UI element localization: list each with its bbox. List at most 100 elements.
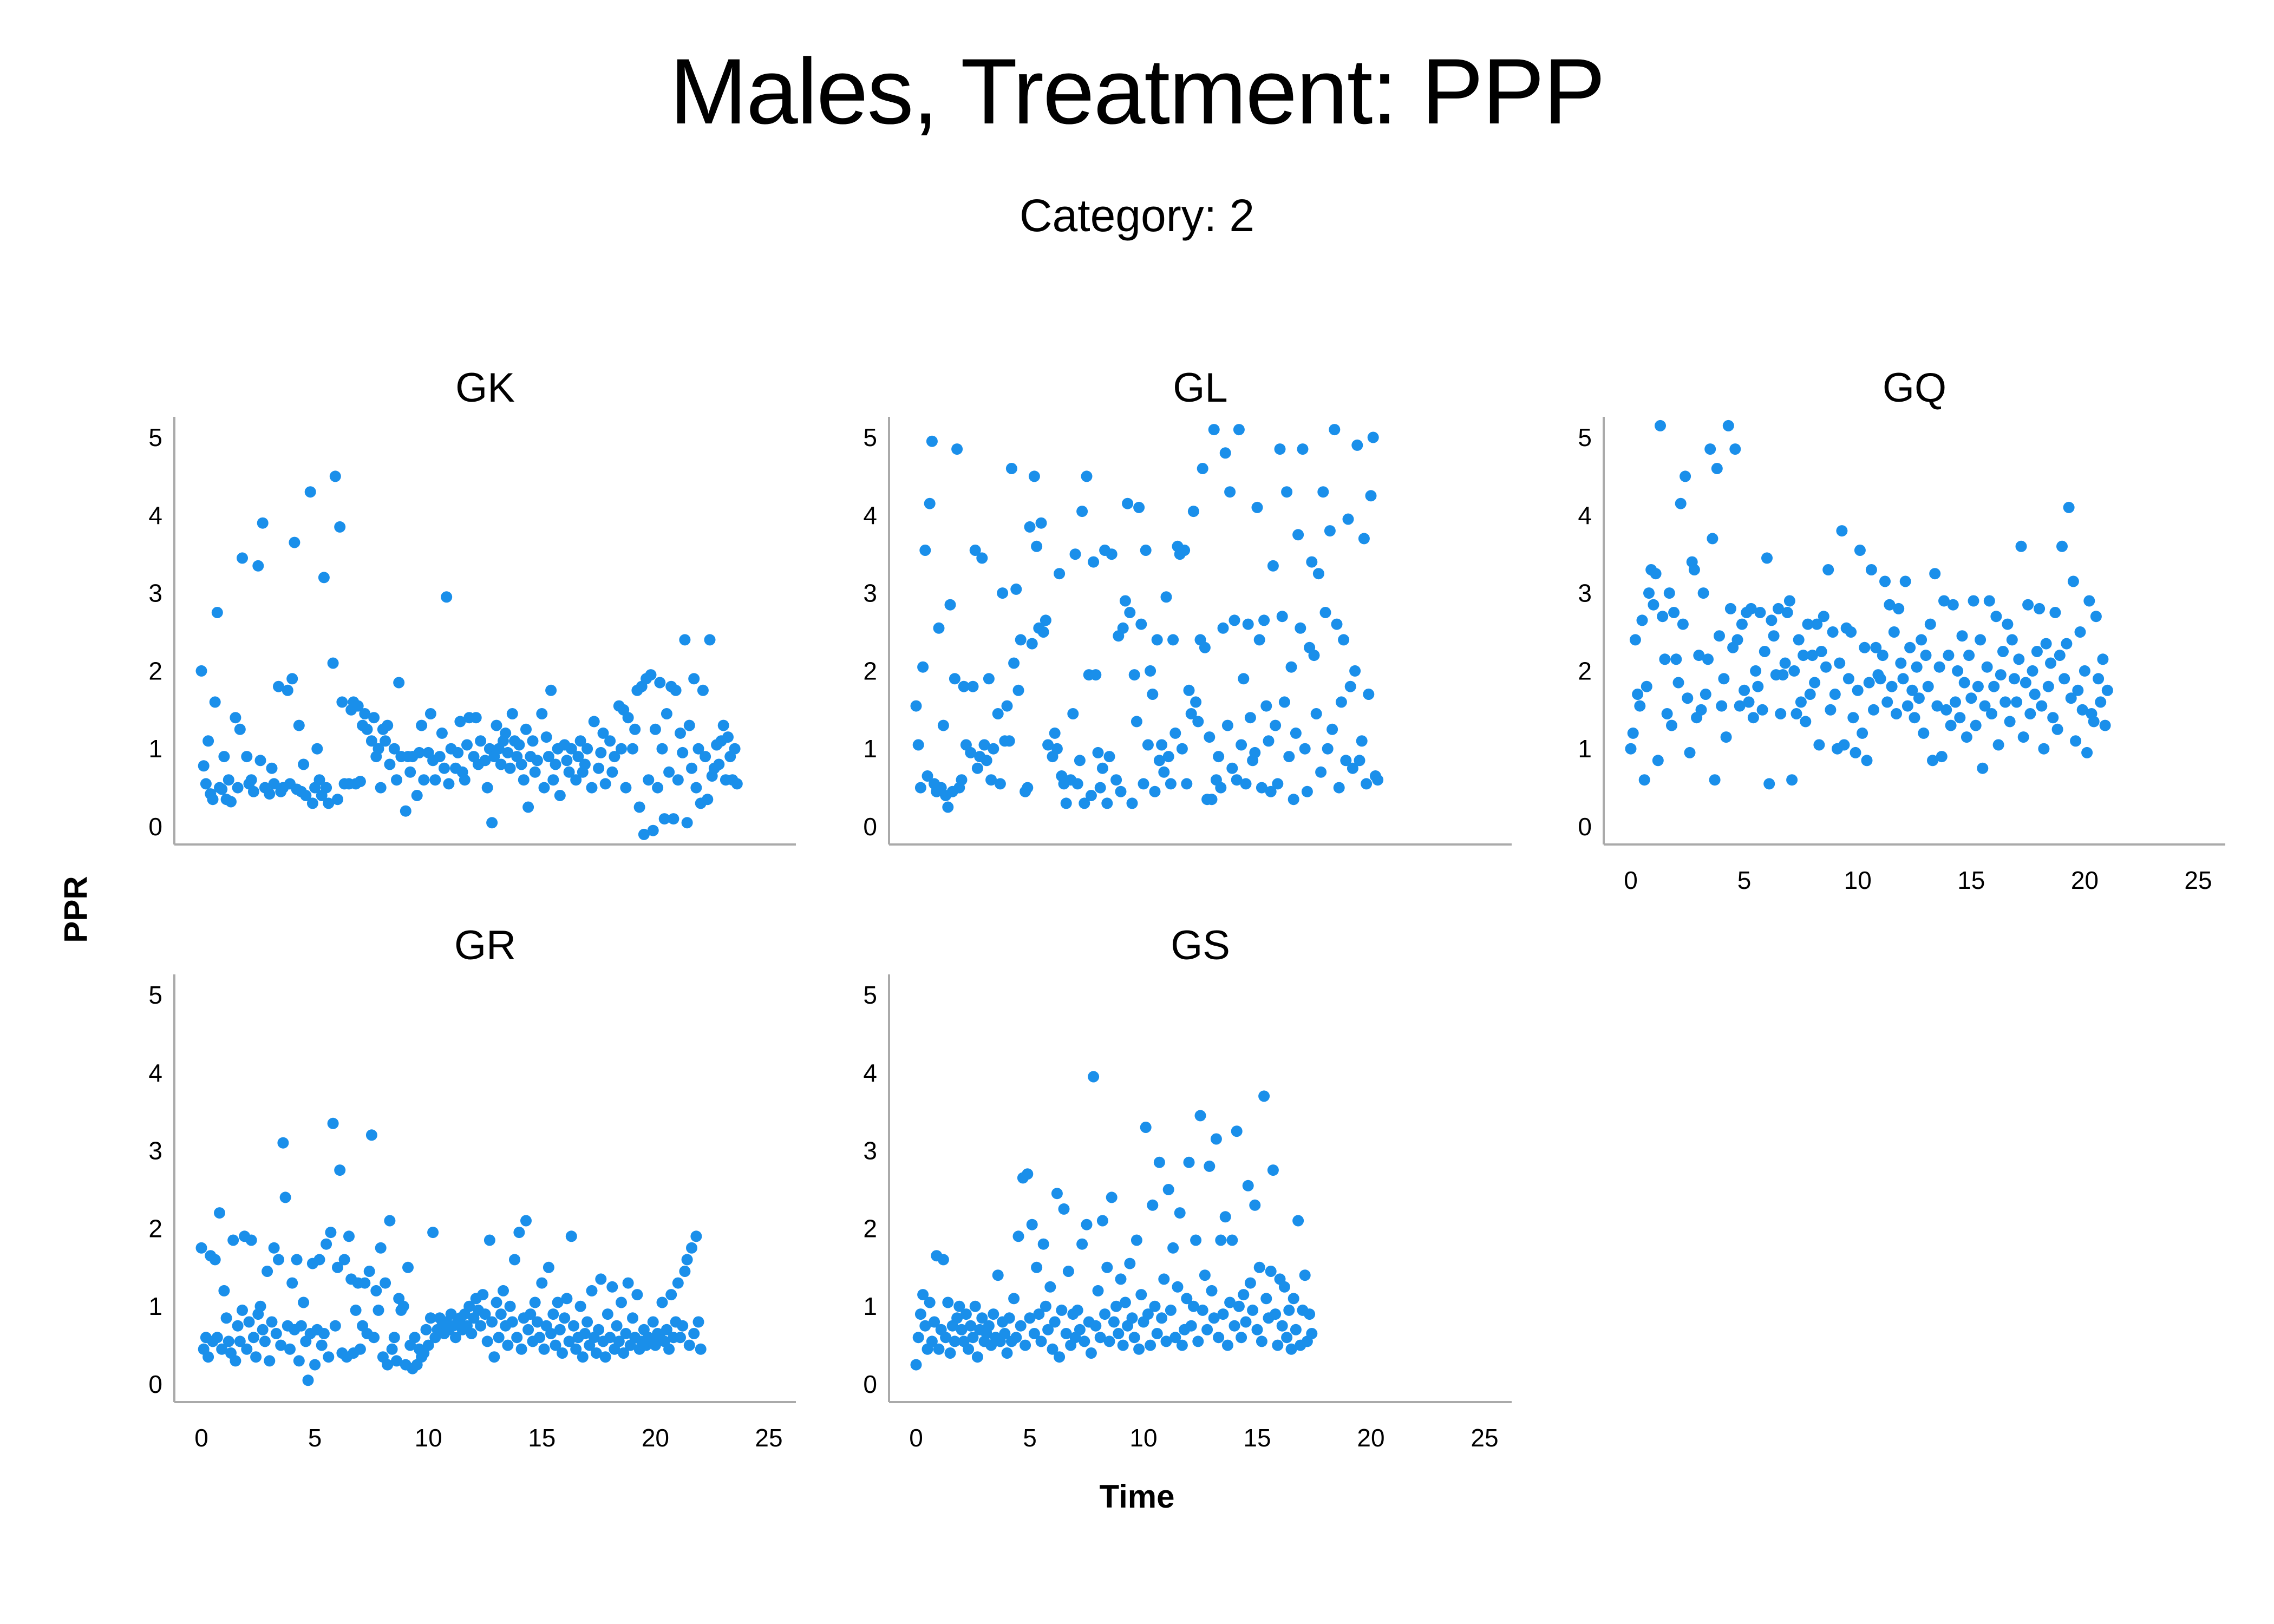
data-point [329,470,341,482]
data-point [1668,607,1680,618]
data-point [1217,622,1229,634]
data-point [475,735,487,747]
data-point [289,536,300,548]
data-point [1775,708,1787,719]
y-tick-label: 0 [863,813,877,841]
data-point [2042,680,2054,692]
data-point [1845,626,1857,638]
data-point [1358,533,1370,545]
data-point [554,790,566,801]
data-point [266,762,278,774]
data-point [574,1300,586,1312]
data-point [956,1324,968,1335]
data-point [1247,1304,1259,1316]
data-point [422,1339,434,1351]
data-point [942,801,954,813]
data-point [1648,599,1659,611]
data-point [958,680,970,692]
data-point [606,1281,618,1293]
data-point [1119,595,1131,607]
data-point [540,731,552,743]
data-point [1094,1332,1106,1344]
data-point [316,1339,328,1351]
data-point [477,1289,489,1301]
data-point [1103,1335,1115,1347]
data-point [1190,1234,1202,1246]
data-point [656,1296,668,1308]
data-point [1670,653,1682,665]
data-point [257,1324,269,1335]
data-point [2065,692,2077,704]
data-point [309,1359,321,1371]
data-point [363,1266,375,1277]
data-point [647,824,659,836]
data-point [1044,1281,1056,1293]
data-point [1720,731,1732,743]
data-point [579,758,591,770]
x-tick-label: 0 [1624,866,1638,894]
data-point [593,762,605,774]
data-point [2006,634,2018,646]
data-point [2036,700,2048,712]
data-point [1278,1281,1290,1293]
data-point [1943,650,1955,662]
data-point [329,1320,341,1332]
data-point [912,739,924,751]
y-tick-label: 4 [863,501,877,529]
data-point [270,1328,282,1339]
data-point [1288,794,1299,806]
data-point [1297,443,1309,455]
data-point [1190,696,1202,708]
data-point [1927,755,1938,767]
data-point [518,774,530,786]
y-tick-label: 3 [148,579,162,607]
data-point [983,673,995,685]
data-point [2013,653,2025,665]
data-point [427,1227,439,1239]
data-point [1149,1300,1161,1312]
data-point [282,684,293,696]
data-point [1847,712,1859,724]
data-point [1759,646,1770,657]
data-point [511,1332,523,1344]
data-point [1322,743,1334,755]
data-point [1263,735,1275,747]
data-point [368,712,380,724]
data-point [323,797,335,809]
data-point [391,1355,402,1367]
data-point [1838,739,1850,751]
data-point [293,719,305,731]
data-point [1682,692,1694,704]
data-point [1632,689,1644,700]
data-point [1215,1234,1227,1246]
data-point [404,766,416,778]
data-point [2045,657,2056,669]
data-point [1174,1207,1186,1219]
panel-title: GS [1171,922,1230,968]
data-point [286,1277,298,1289]
data-point [1022,1168,1034,1180]
data-point [1299,1269,1311,1281]
data-point [561,1293,573,1305]
data-point [1802,618,1814,630]
data-point [1754,607,1766,618]
data-point [275,1339,287,1351]
data-point [1126,1312,1138,1324]
data-point [663,1343,675,1355]
data-point [241,751,253,763]
data-point [1153,1156,1165,1168]
x-tick-label: 20 [1357,1424,1384,1452]
data-point [1306,1328,1318,1339]
data-point [969,1300,981,1312]
data-point [595,1273,607,1285]
data-point [1242,1180,1254,1191]
data-point [1060,1328,1072,1339]
data-point [195,665,207,677]
data-point [1244,712,1256,724]
data-point [1056,1304,1068,1316]
data-point [254,755,266,767]
data-point [332,1261,343,1273]
data-point [661,708,672,719]
data-point [1870,641,1882,653]
data-point [919,545,931,556]
